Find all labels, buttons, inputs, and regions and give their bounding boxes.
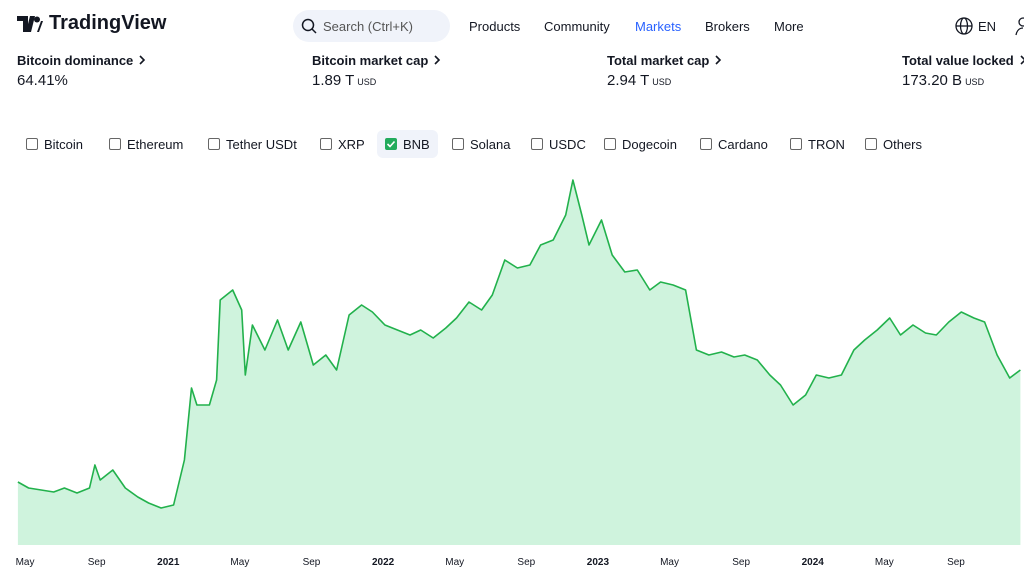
area-fill: [17, 180, 1021, 545]
checkbox: [452, 138, 464, 150]
x-tick-label: May: [660, 557, 679, 568]
checkbox: [700, 138, 712, 150]
stat-value-text: 173.20 B: [902, 72, 963, 89]
area-line: [17, 179, 1021, 509]
filter-label: Bitcoin: [44, 136, 84, 152]
x-tick-label: Sep: [732, 557, 750, 568]
stat-value-text: 64.41%: [17, 72, 68, 89]
x-tick-label: 2022: [372, 557, 395, 568]
x-tick-label: May: [16, 557, 35, 568]
stat-label[interactable]: Bitcoin dominance: [17, 53, 147, 68]
filter-checkbox[interactable]: Others: [857, 130, 930, 158]
stat-value-text: 1.89 T: [312, 72, 355, 89]
nav-item[interactable]: Markets: [635, 19, 682, 34]
x-tick-label: May: [445, 557, 464, 568]
filter-label: Solana: [470, 136, 511, 152]
search-icon: [301, 18, 317, 34]
filter-checkbox[interactable]: XRP: [312, 130, 373, 158]
x-tick-label: 2024: [802, 557, 825, 568]
filter-checkbox[interactable]: Solana: [444, 130, 518, 158]
checkbox: [790, 138, 802, 150]
checkbox: [604, 138, 616, 150]
nav-item[interactable]: Brokers: [705, 19, 750, 34]
chevron: [139, 55, 146, 65]
stat-label-text: Total value locked: [902, 53, 1014, 68]
checkbox: [385, 138, 397, 150]
filter-label: XRP: [338, 136, 365, 152]
x-tick-label: Sep: [947, 557, 965, 568]
filter-checkbox[interactable]: Cardano: [692, 130, 776, 158]
language[interactable]: EN: [978, 19, 997, 34]
filter-checkbox[interactable]: Dogecoin: [596, 130, 685, 158]
stat-unit: USD: [652, 77, 672, 87]
x-tick-label: May: [875, 557, 894, 568]
stat-value: 1.89 T USD: [312, 72, 376, 89]
stat-label[interactable]: Total market cap: [607, 53, 723, 68]
filter-checkbox[interactable]: Ethereum: [101, 130, 191, 158]
stat-label[interactable]: Bitcoin market cap: [312, 53, 442, 68]
filter-checkbox[interactable]: TRON: [782, 130, 853, 158]
logo-icon: [17, 15, 43, 32]
stat-unit: USD: [357, 77, 377, 87]
x-tick-label: Sep: [88, 557, 106, 568]
filter-checkbox[interactable]: BNB: [377, 130, 438, 158]
stat-label-text: Bitcoin dominance: [17, 53, 134, 68]
filter-label: Cardano: [718, 136, 768, 152]
stat-value: 64.41%: [17, 72, 68, 89]
nav-item[interactable]: More: [774, 19, 804, 34]
x-tick-label: 2023: [587, 557, 610, 568]
chevron: [1020, 55, 1024, 65]
stat-value: 173.20 B USD: [902, 72, 984, 89]
chevron: [715, 55, 722, 65]
filter-checkbox[interactable]: Bitcoin: [18, 130, 91, 158]
chevron: [434, 55, 441, 65]
filter-checkbox[interactable]: USDC: [523, 130, 594, 158]
stat-label-text: Total market cap: [607, 53, 710, 68]
stat-value-text: 2.94 T: [607, 72, 650, 89]
stat-value: 2.94 T USD: [607, 72, 671, 89]
x-tick-label: May: [230, 557, 249, 568]
checkbox: [109, 138, 121, 150]
user-icon[interactable]: [1014, 16, 1024, 36]
filter-label: Others: [883, 136, 923, 152]
stat-label-text: Bitcoin market cap: [312, 53, 429, 68]
filter-label: TRON: [808, 136, 845, 152]
stat-label[interactable]: Total value locked: [902, 53, 1024, 68]
globe-icon[interactable]: [955, 17, 973, 35]
check-mark: [386, 140, 396, 148]
nav-item[interactable]: Community: [544, 19, 610, 34]
x-tick-label: 2021: [157, 557, 180, 568]
filter-label: Dogecoin: [622, 136, 677, 152]
checkbox: [208, 138, 220, 150]
checkbox: [320, 138, 332, 150]
checkbox: [26, 138, 38, 150]
search-box[interactable]: Search (Ctrl+K): [293, 10, 450, 42]
filter-label: USDC: [549, 136, 586, 152]
filter-label: Tether USDt: [226, 136, 297, 152]
search-placeholder: Search (Ctrl+K): [323, 18, 413, 34]
filter-label: Ethereum: [127, 136, 184, 152]
checkbox: [865, 138, 877, 150]
logo-text: TradingView: [49, 12, 167, 34]
stat-unit: USD: [965, 77, 985, 87]
nav-item[interactable]: Products: [469, 19, 521, 34]
x-tick-label: Sep: [517, 557, 535, 568]
x-tick-label: Sep: [303, 557, 321, 568]
filter-label: BNB: [403, 136, 430, 152]
logo[interactable]: TradingView: [17, 12, 166, 35]
filter-checkbox[interactable]: Tether USDt: [200, 130, 305, 158]
checkbox: [531, 138, 543, 150]
